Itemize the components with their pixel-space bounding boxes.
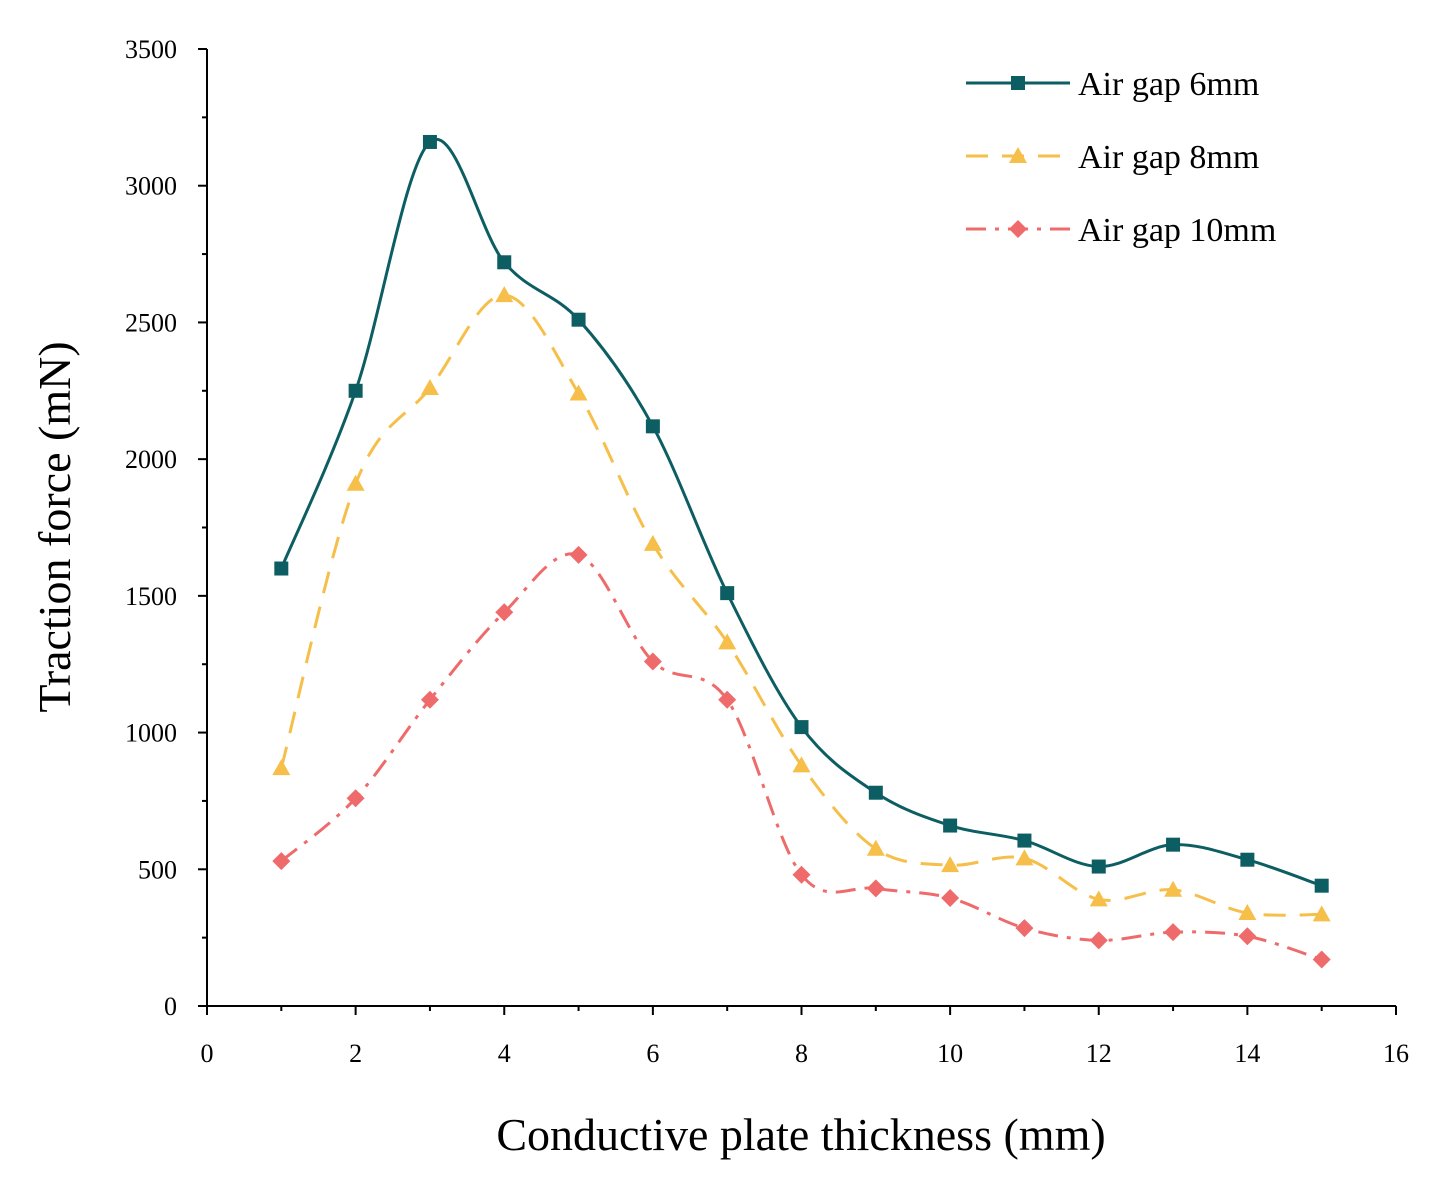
series-2 [272, 286, 1331, 922]
data-point [1166, 837, 1181, 852]
y-tick-label: 0 [164, 992, 177, 1021]
data-point [569, 384, 588, 401]
x-tick-label: 16 [1383, 1039, 1409, 1068]
data-point [643, 652, 662, 671]
data-point [1164, 880, 1183, 897]
data-point [1238, 904, 1257, 921]
data-point [422, 134, 437, 149]
data-point [569, 545, 588, 564]
legend-label: Air gap 6mm [1078, 66, 1259, 103]
series-layer [272, 134, 1331, 969]
x-tick-label: 10 [937, 1039, 963, 1068]
data-point [420, 690, 439, 709]
y-tick-label: 500 [138, 855, 177, 884]
data-point [1089, 890, 1108, 907]
legend-label: Air gap 8mm [1078, 139, 1259, 176]
x-tick-label: 4 [498, 1039, 511, 1068]
data-point [645, 419, 660, 434]
data-point [720, 586, 735, 601]
data-point [1164, 923, 1183, 942]
data-point [1015, 919, 1034, 938]
data-point [1238, 927, 1257, 946]
data-point [1240, 852, 1255, 867]
data-point [346, 474, 365, 491]
series-line [279, 293, 1322, 917]
y-tick-label: 2000 [125, 445, 177, 474]
data-point [718, 633, 737, 650]
data-point [643, 534, 662, 551]
data-point [941, 856, 960, 873]
x-tick-label: 8 [795, 1039, 808, 1068]
data-point [718, 690, 737, 709]
data-point [1312, 950, 1331, 969]
data-point [868, 785, 883, 800]
x-tick-label: 6 [646, 1039, 659, 1068]
x-axis-title: Conductive plate thickness (mm) [496, 1109, 1105, 1160]
x-tick-label: 12 [1086, 1039, 1112, 1068]
y-tick-label: 3000 [125, 172, 177, 201]
data-point [792, 756, 811, 773]
y-tick-label: 1000 [125, 719, 177, 748]
x-tick-label: 2 [349, 1039, 362, 1068]
data-point [866, 839, 885, 856]
data-point [794, 720, 809, 735]
legend-marker [1009, 220, 1027, 238]
data-point [792, 865, 811, 884]
axes [206, 49, 1396, 1007]
data-point [1314, 878, 1329, 893]
data-point [943, 818, 958, 833]
data-point [1015, 849, 1034, 866]
data-point [495, 286, 514, 303]
legend-label: Air gap 10mm [1078, 212, 1276, 249]
data-point [571, 312, 586, 327]
data-point [420, 379, 439, 396]
data-point [274, 561, 289, 576]
data-point [1091, 859, 1106, 874]
data-point [497, 255, 512, 270]
data-point [272, 759, 291, 776]
data-point [941, 888, 960, 907]
data-point [1017, 833, 1032, 848]
data-point [346, 789, 365, 808]
x-tick-label: 0 [201, 1039, 214, 1068]
legend: Air gap 6mm Air gap 8mm Air gap 10mm [966, 66, 1276, 249]
legend-marker [1009, 147, 1027, 163]
legend-marker [1011, 76, 1025, 90]
y-tick-label: 2500 [125, 308, 177, 337]
series-line [280, 552, 1323, 961]
data-point [348, 383, 363, 398]
data-point [866, 879, 885, 898]
series-1 [274, 134, 1329, 893]
data-point [495, 603, 514, 622]
data-point [272, 852, 291, 871]
y-axis-title: Traction force (mN) [29, 341, 80, 712]
y-tick-label: 3500 [125, 35, 177, 64]
x-tick-label: 14 [1234, 1039, 1260, 1068]
data-point [1089, 931, 1108, 950]
y-tick-label: 1500 [125, 582, 177, 611]
series-line [279, 137, 1323, 888]
x-ticks: 0 2 4 6 8 10 12 14 16 [201, 1006, 1409, 1068]
y-ticks: 0 500 1000 1500 2000 2500 3000 3500 [125, 35, 207, 1021]
data-point [1312, 905, 1331, 922]
series-3 [272, 545, 1331, 969]
